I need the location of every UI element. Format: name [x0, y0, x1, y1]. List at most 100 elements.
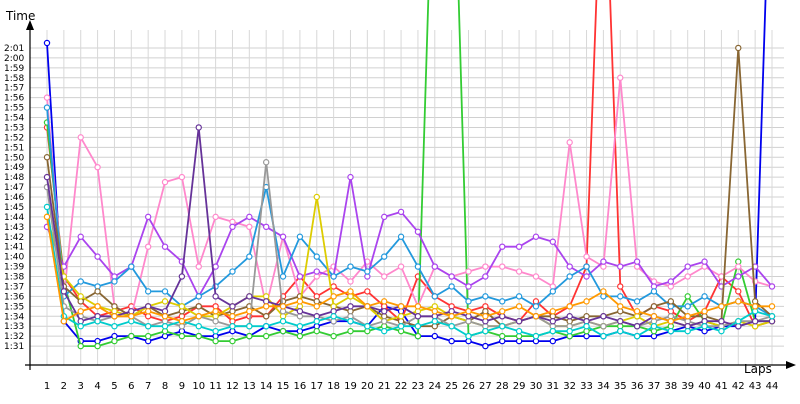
x-tick-label: 6	[128, 381, 134, 392]
data-point	[381, 213, 388, 221]
x-tick-label: 3	[78, 381, 84, 392]
y-tick-label: 1:33	[4, 322, 24, 332]
x-tick-label: 11	[209, 381, 222, 392]
axes	[25, 20, 796, 370]
data-point	[735, 273, 742, 280]
data-point	[43, 154, 51, 161]
data-point	[701, 258, 708, 265]
x-tick-label: 32	[563, 381, 576, 392]
data-point	[566, 313, 573, 320]
data-point	[279, 273, 287, 280]
data-point	[43, 213, 51, 221]
y-tick-label: 1:37	[4, 282, 24, 292]
data-point	[246, 253, 253, 260]
data-point	[364, 288, 371, 295]
data-point	[448, 313, 455, 320]
data-point	[448, 283, 455, 290]
data-point	[667, 327, 675, 335]
data-point	[465, 308, 472, 315]
data-point	[262, 159, 270, 166]
x-tick-label: 21	[378, 381, 391, 392]
data-point	[650, 322, 658, 330]
y-tick-label: 2:00	[4, 54, 24, 64]
data-point	[751, 318, 759, 325]
data-point	[431, 263, 438, 270]
data-point	[161, 288, 169, 295]
data-point	[195, 303, 202, 310]
data-point	[246, 213, 253, 221]
y-tick-label: 1:48	[4, 173, 24, 183]
y-tick-label: 1:39	[4, 263, 24, 273]
data-point	[515, 318, 523, 325]
data-point	[397, 303, 405, 310]
data-point	[330, 293, 337, 300]
x-tick-label: 14	[260, 381, 273, 392]
data-point	[735, 263, 742, 270]
data-point	[262, 322, 270, 330]
series-line	[43, 213, 776, 325]
data-point	[161, 243, 169, 250]
data-point	[111, 337, 118, 345]
x-tick-label: 2	[61, 381, 67, 392]
data-point	[161, 313, 169, 320]
data-point	[633, 298, 641, 305]
data-point	[617, 293, 624, 300]
y-tick-label: 1:40	[4, 253, 24, 263]
data-point	[583, 263, 590, 270]
data-point	[229, 223, 236, 231]
data-point	[144, 243, 152, 250]
data-point	[684, 263, 691, 270]
data-point	[465, 283, 472, 290]
data-point	[381, 298, 388, 305]
series-path	[46, 107, 773, 318]
data-point	[482, 293, 489, 300]
data-point	[414, 313, 422, 320]
data-point	[583, 298, 590, 305]
data-point	[347, 303, 354, 310]
data-point	[229, 337, 236, 345]
x-tick-label: 38	[664, 381, 677, 392]
data-point	[414, 332, 422, 340]
data-point	[735, 318, 742, 325]
data-point	[246, 223, 253, 231]
x-tick-label: 15	[277, 381, 290, 392]
data-point	[43, 39, 51, 47]
x-tick-label: 31	[546, 381, 559, 392]
data-point	[499, 332, 506, 340]
data-point	[617, 303, 624, 310]
data-point	[482, 273, 489, 280]
data-point	[600, 258, 607, 265]
data-point	[414, 322, 422, 330]
data-point	[431, 293, 438, 300]
y-tick-label: 1:41	[4, 243, 24, 253]
data-point	[161, 298, 169, 305]
data-point	[414, 263, 422, 270]
data-point	[701, 308, 708, 315]
data-point	[195, 322, 202, 330]
data-point	[414, 303, 422, 310]
data-point	[212, 308, 219, 315]
data-point	[77, 233, 84, 240]
x-tick-label: 17	[310, 381, 323, 392]
x-tick-label: 41	[715, 381, 728, 392]
data-point	[195, 124, 202, 131]
y-tick-label: 1:42	[4, 233, 24, 243]
data-point	[279, 318, 287, 325]
data-point	[448, 273, 455, 280]
data-point	[617, 74, 624, 81]
data-point	[768, 283, 776, 290]
data-point	[364, 322, 371, 330]
x-tick-label: 28	[496, 381, 509, 392]
data-point	[128, 332, 135, 340]
data-point	[128, 313, 135, 320]
x-tick-label: 4	[94, 381, 100, 392]
data-point	[178, 303, 186, 310]
data-point	[549, 337, 557, 345]
series-path	[46, 176, 773, 298]
data-point	[532, 273, 540, 280]
data-point	[381, 308, 388, 315]
x-tick-label: 44	[766, 381, 779, 392]
data-point	[330, 313, 337, 320]
data-point	[229, 313, 236, 320]
